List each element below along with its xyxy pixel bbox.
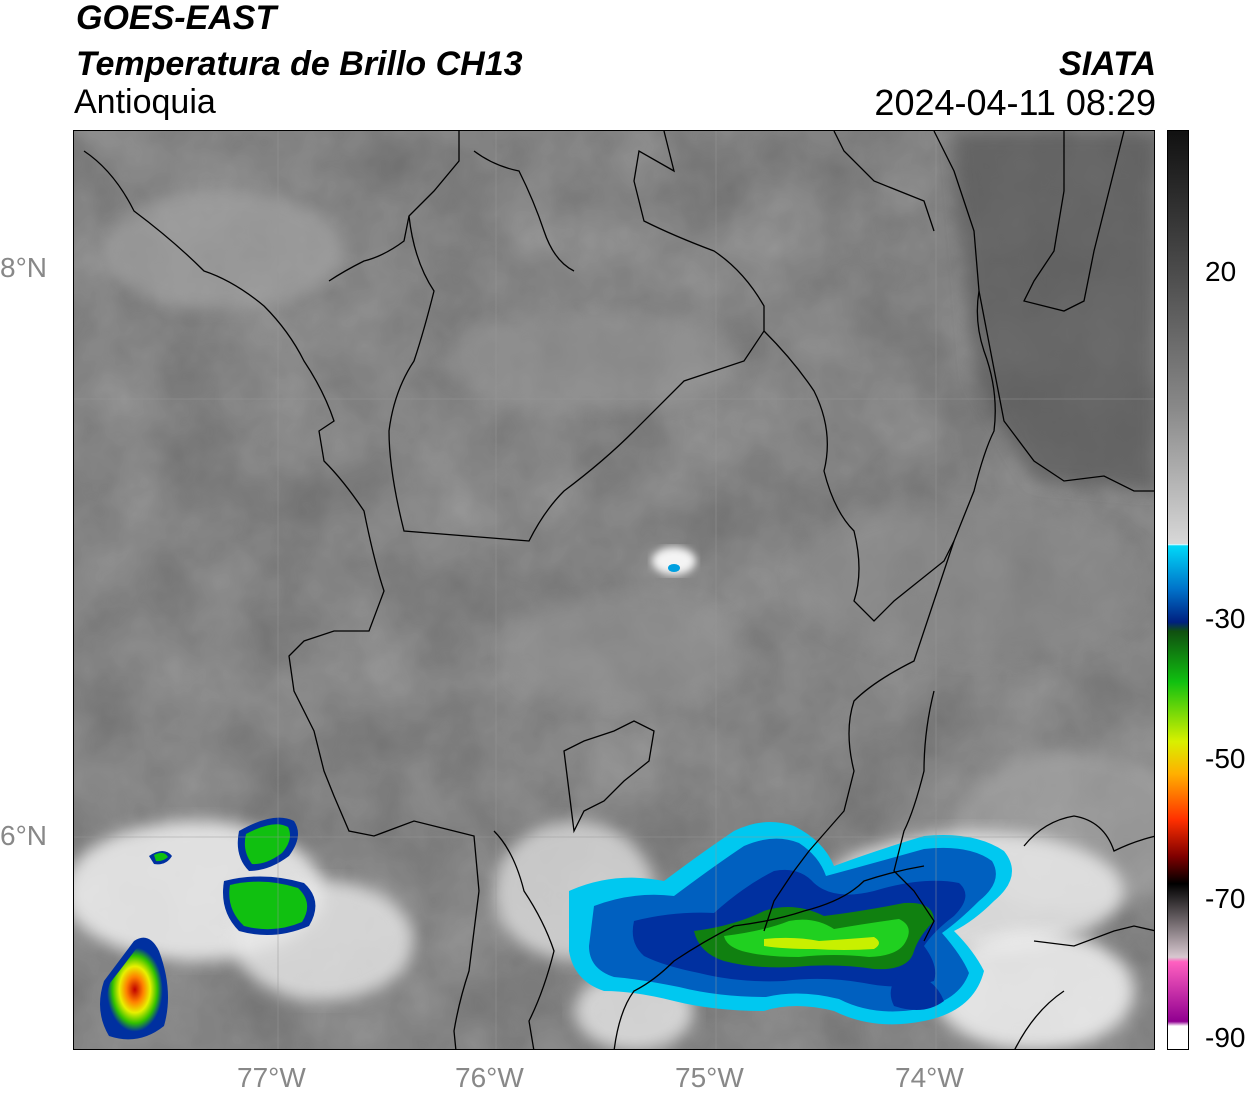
convective-cell-west [149, 817, 316, 935]
convective-cell-southwest [100, 937, 168, 1040]
datetime-label: 2024-04-11 08:29 [874, 82, 1156, 123]
graticule [74, 131, 1154, 1049]
lon-label-74w: 74°W [895, 1062, 964, 1093]
admin-boundaries [83, 131, 1154, 1049]
colorbar [1167, 130, 1189, 1050]
region-label: Antioquia [74, 83, 216, 121]
lon-label-75w: 75°W [675, 1062, 744, 1093]
satellite-map[interactable] [73, 130, 1155, 1050]
satellite-title: GOES-EAST [76, 0, 277, 37]
product-title: Temperatura de Brillo CH13 [76, 45, 523, 83]
colorbar-tick-minus90: -90 [1205, 1022, 1246, 1053]
colorbar-tick-minus30: -30 [1205, 603, 1246, 634]
map-image [74, 131, 1154, 1049]
colorbar-tick-20: 20 [1205, 256, 1237, 287]
colorbar-tick-minus50: -50 [1205, 743, 1246, 774]
lat-label-6n: 6°N [0, 820, 47, 851]
organization-label: SIATA [1059, 45, 1156, 83]
lat-label-8n: 8°N [0, 252, 47, 283]
lon-label-76w: 76°W [455, 1062, 524, 1093]
lon-label-77w: 77°W [237, 1062, 306, 1093]
colorbar-tick-minus70: -70 [1205, 883, 1246, 914]
